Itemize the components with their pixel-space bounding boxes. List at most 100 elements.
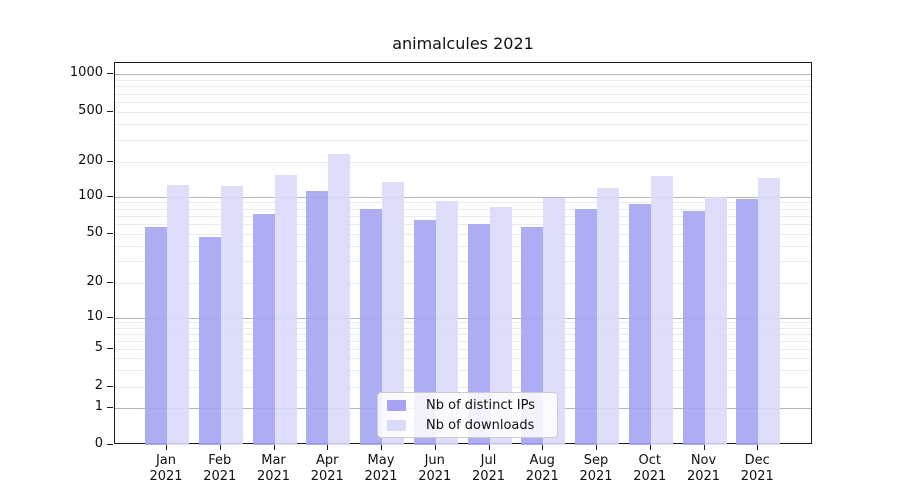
gridline-500 [115,112,811,113]
bar-nb-of-distinct-ips-may-2021 [360,208,382,445]
bar-nb-of-distinct-ips-dec-2021 [736,198,759,445]
gridline-800 [115,86,811,88]
bar-nb-of-distinct-ips-jan-2021 [145,226,167,445]
y-tick-label-1000: 1000 [69,65,103,80]
gridline-90 [115,202,811,204]
gridline-1000 [115,74,811,75]
legend-swatch-downloads [387,419,406,431]
bar-nb-of-distinct-ips-aug-2021 [521,226,544,445]
legend-item-distinct-ips: Nb of distinct IPs [387,398,548,413]
x-tick-mark-oct-2021 [649,445,651,450]
y-tick-mark-2 [107,386,113,387]
gridline-5 [115,349,811,350]
bar-nb-of-distinct-ips-apr-2021 [306,190,329,445]
y-tick-mark-500 [107,111,113,112]
x-tick-label-sep-2021: Sep 2021 [579,453,613,484]
x-tick-mark-jun-2021 [434,445,436,450]
gridline-300 [115,139,811,141]
x-tick-label-jan-2021: Jan 2021 [149,453,183,484]
x-tick-label-jun-2021: Jun 2021 [418,453,452,484]
y-tick-mark-200 [107,161,113,162]
gridline-8 [115,327,811,329]
bar-nb-of-distinct-ips-feb-2021 [198,237,221,445]
plot-area: Nb of distinct IPs Nb of downloads [114,62,812,445]
bar-nb-of-downloads-may-2021 [382,182,404,445]
bar-nb-of-distinct-ips-oct-2021 [628,204,651,445]
y-tick-mark-1000 [107,73,113,74]
gridline-400 [115,124,811,126]
gridline-900 [115,79,811,81]
y-tick-label-0: 0 [94,436,103,451]
gridline-4 [115,358,811,360]
gridline-600 [115,102,811,103]
gridline-2 [115,387,811,388]
legend: Nb of distinct IPs Nb of downloads [377,392,558,438]
gridline-100 [115,196,811,198]
y-tick-label-20: 20 [86,273,103,289]
x-tick-mark-sep-2021 [596,445,597,450]
y-tick-label-10: 10 [86,308,103,324]
gridline-20 [115,282,811,284]
y-tick-mark-5 [107,348,113,349]
legend-swatch-distinct-ips [387,399,406,411]
x-tick-label-oct-2021: Oct 2021 [633,453,667,484]
gridline-700 [115,93,811,95]
gridline-10 [115,317,811,319]
gridline-6 [115,340,811,342]
y-tick-label-2: 2 [94,378,103,393]
gridline-70 [115,215,811,217]
x-tick-label-nov-2021: Nov 2021 [686,453,721,484]
y-tick-mark-50 [107,233,113,234]
y-tick-mark-100 [107,195,113,197]
y-tick-mark-20 [107,281,113,283]
x-tick-mark-aug-2021 [542,445,544,450]
gridline-9 [115,322,811,324]
bar-nb-of-distinct-ips-jun-2021 [413,219,436,445]
bar-nb-of-downloads-aug-2021 [543,198,566,445]
bar-nb-of-downloads-nov-2021 [704,197,727,445]
x-tick-label-feb-2021: Feb 2021 [203,453,237,484]
x-tick-mark-jul-2021 [488,445,490,450]
legend-label-downloads: Nb of downloads [426,417,535,433]
y-tick-mark-1 [107,407,113,408]
gridline-60 [115,224,811,226]
gridline-80 [115,208,811,210]
bar-nb-of-downloads-dec-2021 [758,178,781,445]
x-tick-mark-dec-2021 [757,445,759,450]
bar-nb-of-downloads-jul-2021 [489,206,512,445]
x-tick-mark-feb-2021 [219,445,221,450]
bar-nb-of-distinct-ips-sep-2021 [575,209,597,445]
x-tick-label-mar-2021: Mar 2021 [256,453,291,484]
chart-title: animalcules 2021 [392,34,534,53]
x-tick-label-jul-2021: Jul 2021 [471,453,506,484]
bar-nb-of-downloads-sep-2021 [597,187,619,445]
gridline-50 [115,234,811,235]
legend-item-downloads: Nb of downloads [387,418,548,433]
x-tick-mark-nov-2021 [703,445,705,450]
bar-nb-of-downloads-jun-2021 [435,200,458,445]
bar-nb-of-distinct-ips-jul-2021 [467,224,490,445]
y-tick-label-5: 5 [94,340,103,355]
bar-nb-of-downloads-apr-2021 [328,154,351,445]
bar-nb-of-downloads-mar-2021 [274,174,297,445]
y-tick-mark-10 [107,316,113,318]
bar-nb-of-downloads-jan-2021 [167,184,189,445]
x-tick-mark-jan-2021 [166,445,167,450]
y-tick-label-100: 100 [78,187,103,203]
x-tick-label-dec-2021: Dec 2021 [740,453,774,484]
y-tick-label-50: 50 [86,225,103,240]
x-tick-mark-apr-2021 [327,445,329,450]
legend-label-distinct-ips: Nb of distinct IPs [426,397,535,413]
x-tick-mark-may-2021 [381,445,382,450]
x-tick-label-aug-2021: Aug 2021 [525,453,559,484]
gridline-3 [115,370,811,372]
x-tick-label-may-2021: May 2021 [364,453,398,484]
gridline-200 [115,162,811,163]
gridline-30 [115,261,811,263]
gridline-7 [115,333,811,335]
gridline-40 [115,245,811,247]
y-tick-label-200: 200 [78,153,103,168]
bar-nb-of-distinct-ips-nov-2021 [682,211,705,445]
y-tick-label-1: 1 [94,399,103,414]
y-tick-label-500: 500 [78,103,103,118]
